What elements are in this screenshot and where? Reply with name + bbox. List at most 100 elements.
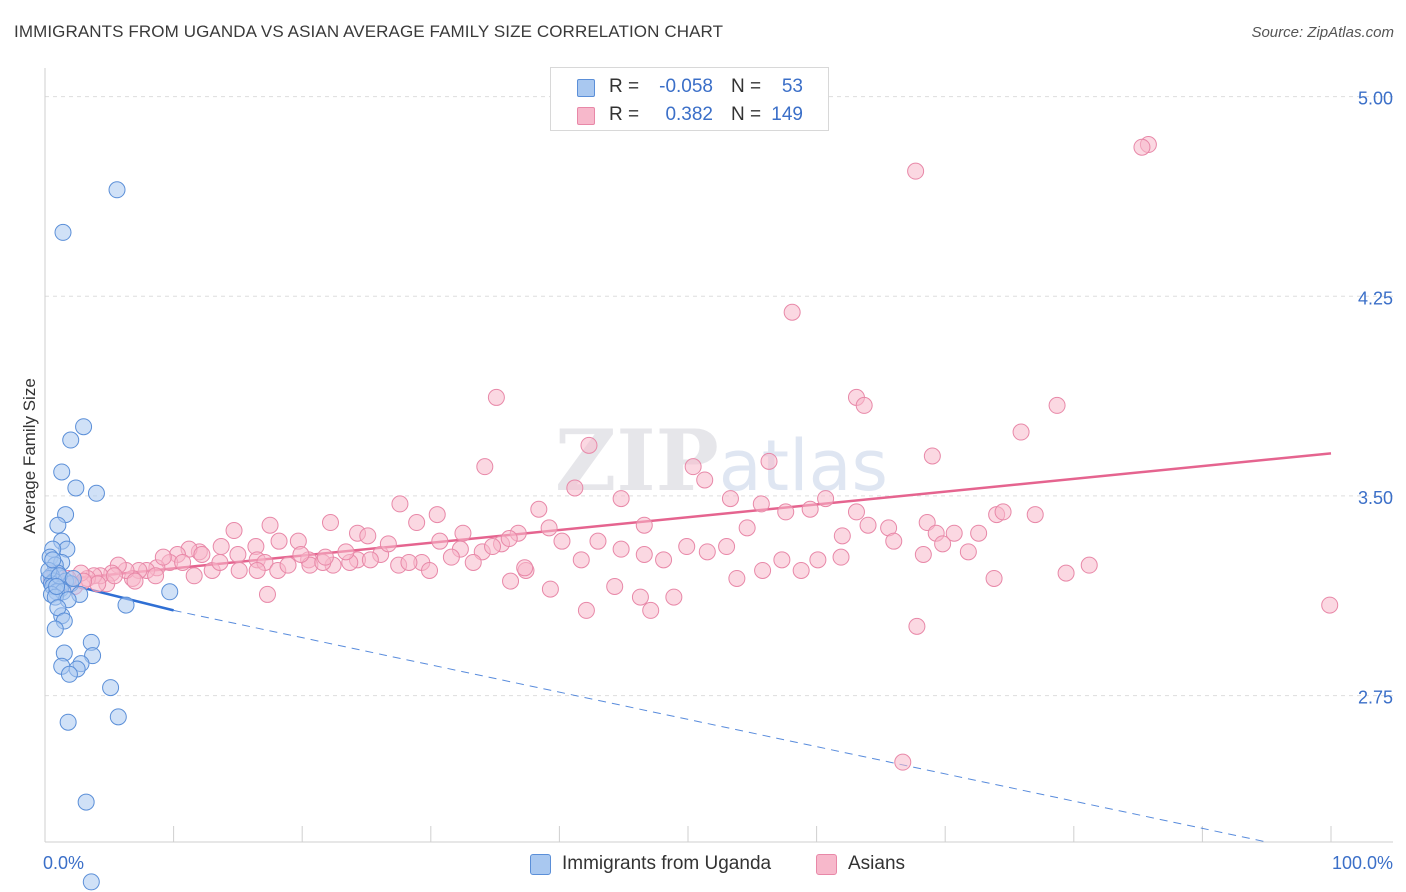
legend-label-uganda: Immigrants from Uganda xyxy=(562,853,772,874)
asian-swatch xyxy=(577,107,595,125)
asian-point xyxy=(464,553,482,571)
uganda-point xyxy=(62,431,80,449)
asian-legend-swatch xyxy=(816,854,837,875)
asian-point xyxy=(316,548,334,566)
asian-point xyxy=(718,538,736,556)
asian-point xyxy=(105,567,123,585)
asian-point xyxy=(185,567,203,585)
asian-point xyxy=(212,538,230,556)
y-tick-label: 2.75 xyxy=(1358,688,1393,708)
asian-point xyxy=(635,545,653,563)
asian-point xyxy=(193,545,211,563)
asian-point xyxy=(502,572,520,590)
asian-point xyxy=(1057,564,1075,582)
asian-point xyxy=(809,551,827,569)
asian-point xyxy=(391,495,409,513)
asian-point xyxy=(847,503,865,521)
asian-point xyxy=(777,503,795,521)
asian-point xyxy=(655,551,673,569)
n-label: N = xyxy=(731,104,762,125)
asian-point xyxy=(760,452,778,470)
uganda-point xyxy=(87,484,105,502)
asian-point xyxy=(885,532,903,550)
asian-point xyxy=(553,532,571,550)
asian-point xyxy=(484,538,502,556)
asian-point xyxy=(89,575,107,593)
watermark-text: ZIPatlas xyxy=(555,411,888,510)
asian-point xyxy=(580,436,598,454)
asian-point xyxy=(530,500,548,518)
asian-point xyxy=(859,516,877,534)
asian-point xyxy=(934,535,952,553)
correlation-legend: R = -0.058 N = 53 R = 0.382 N = 149 xyxy=(550,67,829,131)
uganda-point xyxy=(49,516,67,534)
asian-point xyxy=(612,540,630,558)
asian-point xyxy=(126,572,144,590)
uganda-point xyxy=(60,665,78,683)
asian-point xyxy=(606,577,624,595)
uganda-point xyxy=(117,596,135,614)
asian-point xyxy=(612,490,630,508)
asian-point xyxy=(832,548,850,566)
asian-point xyxy=(442,548,460,566)
asian-point xyxy=(1012,423,1030,441)
asian-point xyxy=(572,551,590,569)
uganda-point xyxy=(108,181,126,199)
uganda-point xyxy=(54,223,72,241)
asian-point xyxy=(817,490,835,508)
asian-point xyxy=(773,551,791,569)
asian-point xyxy=(174,553,192,571)
asian-point xyxy=(147,567,165,585)
asian-point xyxy=(516,559,534,577)
legend-row-asian: R = 0.382 N = 149 xyxy=(551,100,828,130)
uganda-legend-swatch xyxy=(530,854,551,875)
n-label: N = xyxy=(731,76,762,97)
legend-row-uganda: R = -0.058 N = 53 xyxy=(551,72,828,102)
asian-point xyxy=(642,601,660,619)
asian-point xyxy=(589,532,607,550)
asian-point xyxy=(229,545,247,563)
r-value: 0.382 xyxy=(665,104,713,125)
uganda-point xyxy=(67,479,85,497)
uganda-point xyxy=(84,647,102,665)
asian-point xyxy=(292,545,310,563)
asian-point xyxy=(577,601,595,619)
asian-point xyxy=(970,524,988,542)
uganda-point xyxy=(75,418,93,436)
asian-point xyxy=(261,516,279,534)
asian-point xyxy=(754,561,772,579)
asian-point xyxy=(230,561,248,579)
uganda-point xyxy=(102,679,120,697)
asian-point xyxy=(945,524,963,542)
y-tick-label: 5.00 xyxy=(1358,89,1393,109)
n-value: 149 xyxy=(771,104,803,125)
asian-points xyxy=(42,136,1339,771)
uganda-point xyxy=(77,793,95,811)
asian-point xyxy=(985,569,1003,587)
asian-point xyxy=(1080,556,1098,574)
n-value: 53 xyxy=(781,76,803,97)
asian-point xyxy=(908,617,926,635)
asian-point xyxy=(894,753,912,771)
asian-point xyxy=(833,527,851,545)
asian-point xyxy=(914,545,932,563)
asian-point xyxy=(540,519,558,537)
asian-point xyxy=(428,506,446,524)
uganda-point xyxy=(64,569,82,587)
asian-point xyxy=(783,303,801,321)
asian-point xyxy=(907,162,925,180)
uganda-point xyxy=(82,873,100,891)
x-tick-label-min: 0.0% xyxy=(43,853,84,873)
asian-point xyxy=(801,500,819,518)
uganda-points xyxy=(40,181,179,891)
asian-point xyxy=(923,447,941,465)
chart-title: IMMIGRANTS FROM UGANDA VS ASIAN AVERAGE … xyxy=(14,22,724,41)
asian-point xyxy=(321,514,339,532)
asian-point xyxy=(1133,138,1151,156)
series-legend: Immigrants from Uganda Asians xyxy=(0,852,1406,878)
asian-point xyxy=(154,548,172,566)
grid-lines xyxy=(45,96,1393,697)
asian-point xyxy=(959,543,977,561)
y-axis-label: Average Family Size xyxy=(20,378,39,534)
